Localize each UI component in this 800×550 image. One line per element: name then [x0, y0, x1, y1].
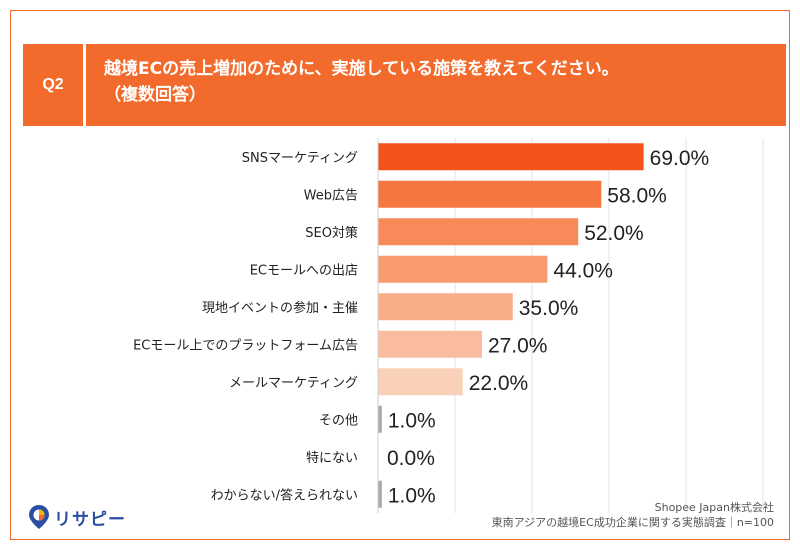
- bar: [378, 368, 463, 396]
- value-label: 58.0%: [607, 184, 667, 207]
- bar: [378, 480, 382, 508]
- bar: [378, 255, 548, 283]
- value-label: 22.0%: [469, 372, 529, 395]
- bar: [378, 218, 579, 246]
- category-label: SNSマーケティング: [242, 151, 358, 166]
- category-label: 現地イベントの参加・主催: [202, 300, 358, 316]
- source-note: Shopee Japan株式会社 東南アジアの越境EC成功企業に関する実態調査｜…: [492, 500, 774, 530]
- category-label: ECモールへの出店: [250, 263, 358, 278]
- question-banner: 越境ECの売上増加のために、実施している施策を教えてください。 （複数回答）: [86, 44, 786, 126]
- category-label: 特にない: [306, 451, 358, 466]
- category-label: ECモール上でのプラットフォーム広告: [133, 338, 358, 353]
- logo-text: リサピー: [54, 509, 126, 530]
- category-label: その他: [319, 413, 358, 428]
- question-text: 越境ECの売上増加のために、実施している施策を教えてください。: [104, 59, 619, 79]
- bar: [378, 143, 644, 171]
- bar: [378, 180, 602, 208]
- category-label: Web広告: [304, 188, 358, 203]
- bar: [378, 405, 382, 433]
- value-label: 0.0%: [387, 447, 435, 470]
- value-label: 27.0%: [488, 334, 548, 357]
- value-label: 44.0%: [553, 259, 613, 282]
- value-label: 35.0%: [519, 297, 579, 320]
- bar: [378, 293, 513, 321]
- bar: [378, 330, 482, 358]
- source-company: Shopee Japan株式会社: [654, 501, 774, 514]
- chart-frame: Q2 越境ECの売上増加のために、実施している施策を教えてください。 （複数回答…: [10, 10, 790, 540]
- pin-logo-icon: [29, 505, 49, 529]
- category-label: メールマーケティング: [229, 376, 358, 391]
- value-label: 1.0%: [388, 409, 436, 432]
- logo: リサピー: [28, 504, 126, 530]
- question-note: （複数回答）: [104, 85, 206, 105]
- value-label: 52.0%: [584, 222, 644, 245]
- value-label: 69.0%: [650, 147, 710, 170]
- value-label: 1.0%: [388, 484, 436, 507]
- category-label: SEO対策: [305, 225, 358, 241]
- source-survey: 東南アジアの越境EC成功企業に関する実態調査｜n=100: [491, 516, 774, 529]
- category-label: わからない/答えられない: [211, 487, 358, 503]
- question-badge: Q2: [23, 44, 83, 126]
